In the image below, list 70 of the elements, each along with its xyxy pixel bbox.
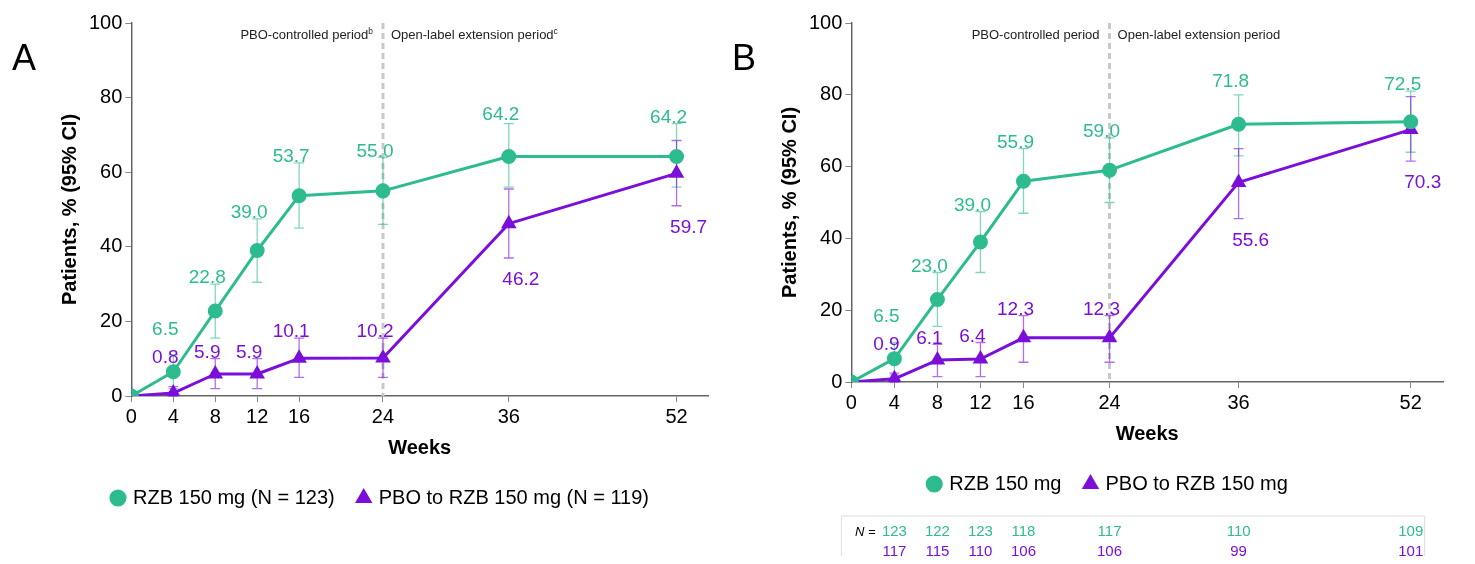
legend-label: PBO to RZB 150 mg (N = 119) [378,485,650,508]
data-label: 55.9 [996,130,1034,152]
x-tick-label: 8 [931,390,943,413]
y-tick-label: 60 [100,159,123,182]
data-label: 39.0 [953,193,991,215]
x-tick-label: 8 [209,404,221,427]
data-label: 55.6 [1232,228,1270,250]
data-label: 64.2 [650,105,688,127]
y-tick-label: 60 [820,154,843,177]
x-tick-label: 24 [1098,390,1121,413]
x-tick-label: 52 [1399,390,1422,413]
data-label: 0.9 [873,332,900,354]
y-axis-title: Patients, % (95% CI) [57,113,80,306]
data-label: 46.2 [502,268,540,290]
x-tick-label: 12 [246,404,269,427]
y-tick-label: 20 [100,308,123,331]
data-label: 53.7 [272,145,310,167]
y-tick-label: 80 [820,82,843,105]
data-label: 0.8 [152,345,179,367]
y-axis-title: Patients, % (95% CI) [777,106,800,299]
y-tick-label: 80 [100,85,123,108]
data-label: 59.7 [670,216,708,237]
text: N = [855,523,877,539]
data-label: 10.2 [356,320,394,342]
x-tick-label: 4 [167,404,179,427]
x-tick-label: 16 [287,404,311,427]
x-tick-label: 16 [1012,390,1035,413]
x-tick-label: 24 [371,404,395,427]
chart-title: B [732,36,757,78]
y-tick-label: 0 [831,369,843,392]
data-label: 10.1 [272,320,310,342]
x-axis-title: Weeks [388,435,452,458]
y-tick-label: 100 [808,10,843,33]
legend-label: RZB 150 mg (N = 123) [132,485,335,508]
chart-title: A [12,36,37,78]
y-tick-label: 40 [100,234,123,257]
x-tick-label: 52 [665,404,688,427]
x-tick-label: 0 [845,390,857,413]
legend-label: RZB 150 mg [949,471,1062,494]
y-tick-label: 20 [820,297,843,320]
legend-label: PBO to RZB 150 mg [1105,471,1288,494]
data-label: 6.4 [959,324,987,346]
data-label: 23.0 [910,254,948,276]
x-tick-label: 36 [1227,390,1250,413]
data-label: 12.3 [1083,297,1121,319]
x-tick-label: 12 [969,390,992,413]
data-label: 6.5 [873,304,900,326]
text: 123 122 123 118 117 110 109 [881,522,1424,540]
data-label: 71.8 [1212,70,1250,92]
data-label: 5.9 [235,340,263,362]
x-tick-label: 0 [125,404,137,427]
data-label: 39.0 [230,201,268,223]
data-label: 5.9 [194,340,221,362]
y-tick-label: 100 [88,10,123,33]
data-label: 55.0 [356,139,394,161]
annotation: Open-label extension period [1117,27,1281,42]
annotation: PBO-controlled period [971,27,1100,42]
y-tick-label: 40 [820,225,843,248]
data-label: 22.8 [188,266,226,288]
data-label: 59.0 [1083,120,1121,142]
data-label: 64.2 [482,102,520,124]
data-label: 72.5 [1384,73,1422,95]
x-tick-label: 4 [888,390,900,413]
x-axis-title: Weeks [1115,421,1179,444]
x-tick-label: 36 [497,404,520,427]
data-label: 70.3 [1404,171,1442,193]
text: 117 115 110 106 106 99 101 [882,542,1424,560]
data-label: 6.1 [916,326,943,348]
data-label: 6.5 [152,317,179,339]
data-label: 12.3 [996,297,1034,319]
